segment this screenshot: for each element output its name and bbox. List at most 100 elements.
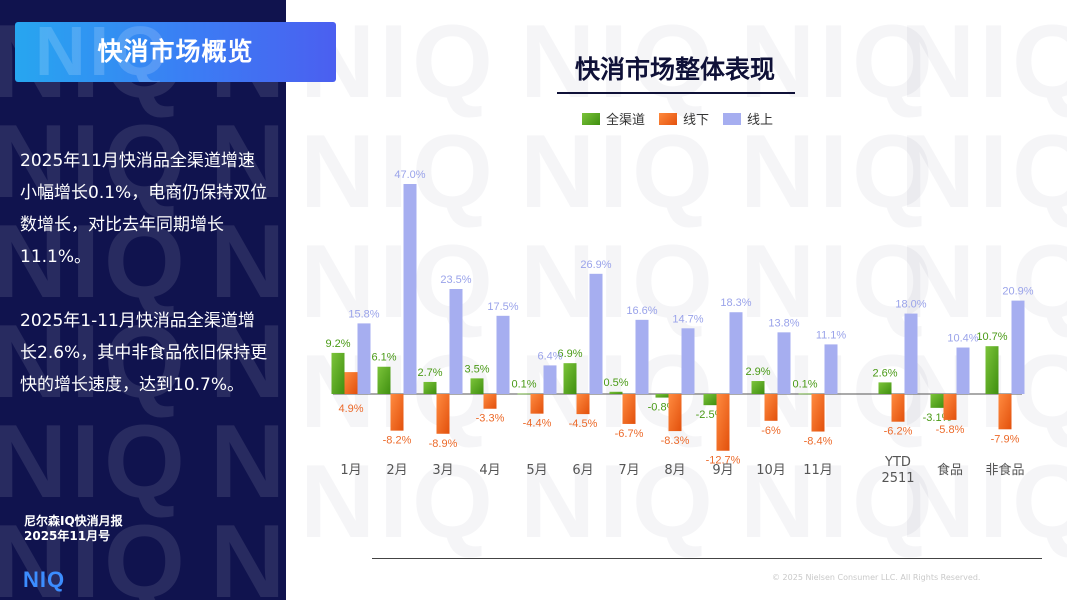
watermark: NIQ: [740, 450, 937, 554]
data-label-all-channel: 10.7%: [976, 331, 1007, 343]
bar-all-channel: [377, 366, 391, 394]
data-label-online: 13.8%: [768, 317, 799, 329]
bar-online: [449, 289, 463, 394]
watermark: NIQ: [210, 504, 286, 600]
data-label-online: 6.4%: [537, 350, 562, 362]
watermark: NIQ: [300, 120, 497, 224]
bar-all-channel: [798, 393, 812, 395]
x-tick-label: 7月: [618, 463, 639, 478]
bar-all-channel: [655, 394, 669, 398]
page-title-banner: NIQ 快消市场概览: [15, 22, 336, 82]
watermark: NIQ: [900, 10, 1067, 114]
legend-swatch: [659, 112, 678, 125]
data-label-all-channel: 0.1%: [792, 379, 817, 391]
data-label-offline: -8.2%: [383, 435, 412, 447]
data-label-offline: -8.9%: [429, 438, 458, 450]
bar-offline: [716, 394, 730, 451]
watermark: NIQ: [210, 104, 286, 220]
data-label-offline: -6%: [761, 425, 781, 437]
summary-paragraph-2: 2025年1-11月快消品全渠道增长2.6%，其中非食品依旧保持更快的增长速度，…: [20, 311, 268, 395]
data-label-online: 18.3%: [720, 297, 751, 309]
bar-offline: [344, 372, 358, 394]
watermark: NIQ: [520, 230, 717, 334]
x-tick-label: 8月: [664, 463, 685, 478]
report-label: 尼尔森IQ快消月报 2025年11月号: [24, 514, 123, 544]
bar-offline: [764, 394, 778, 421]
bar-online: [403, 184, 417, 394]
bar-all-channel: [878, 382, 892, 394]
bar-offline: [576, 394, 590, 415]
bar-all-channel: [517, 393, 531, 395]
x-tick-label: 6月: [572, 463, 593, 478]
data-label-all-channel: 0.5%: [603, 377, 628, 389]
bar-all-channel: [930, 394, 944, 408]
bar-online: [635, 319, 649, 394]
bar-online: [589, 273, 603, 394]
bar-online: [543, 365, 557, 394]
legend-swatch: [582, 112, 600, 125]
watermark: NIQ: [740, 10, 937, 114]
x-tick-label: 9月: [712, 463, 733, 478]
watermark: NIQ: [0, 204, 189, 320]
chart-title: 快消市场整体表现: [574, 55, 775, 84]
watermark: NIQ: [210, 404, 286, 520]
copyright-notice: © 2025 Nielsen Consumer LLC. All Rights …: [772, 573, 981, 582]
data-label-online: 16.6%: [626, 305, 657, 317]
x-tick-label: 10月: [756, 463, 786, 478]
bar-online: [729, 312, 743, 394]
data-label-offline: -4.4%: [523, 418, 552, 430]
legend-swatch: [723, 112, 742, 125]
bar-all-channel: [331, 352, 345, 394]
data-label-offline: -8.3%: [661, 435, 690, 447]
bar-offline: [390, 394, 404, 431]
x-tick-label: 1月: [340, 463, 361, 478]
watermark: NIQ: [210, 204, 286, 320]
report-issue: 2025年11月号: [24, 529, 111, 543]
watermark: NIQ: [900, 450, 1067, 554]
legend-item-offline: 线下: [659, 109, 709, 128]
watermark: NIQ: [900, 230, 1067, 334]
watermark: NIQ: [520, 10, 717, 114]
x-tick-label: 11月: [803, 463, 833, 478]
data-label-all-channel: 2.9%: [745, 366, 770, 378]
bar-all-channel: [703, 394, 717, 406]
data-label-all-channel: 6.1%: [371, 352, 396, 364]
niq-logo: NIQ: [23, 567, 66, 592]
bar-all-channel: [470, 378, 484, 394]
watermark: NIQ: [740, 120, 937, 224]
x-tick-label-line: YTD: [884, 455, 911, 470]
watermark: NIQ: [900, 340, 1067, 444]
watermark: NIQ: [0, 404, 189, 520]
bar-offline: [436, 394, 450, 434]
bar-online: [777, 332, 791, 394]
watermark: NIQ: [900, 120, 1067, 224]
bar-online: [496, 315, 510, 394]
watermark: NIQ: [35, 22, 172, 82]
footer-divider: [372, 558, 1042, 559]
x-tick-label-line: 2511: [881, 471, 914, 486]
watermark: NIQ: [210, 304, 286, 420]
x-tick-label: 3月: [432, 463, 453, 478]
data-label-all-channel: 0.1%: [511, 379, 536, 391]
watermark: NIQ: [0, 104, 189, 220]
bar-online: [1011, 300, 1025, 394]
data-label-online: 26.9%: [580, 259, 611, 271]
chart-legend: 全渠道 线下 线上: [582, 109, 773, 128]
data-label-offline: -5.8%: [936, 424, 965, 436]
data-label-online: 10.4%: [947, 333, 978, 345]
watermark: NIQ: [300, 450, 497, 554]
data-label-all-channel: 6.9%: [557, 348, 582, 360]
bar-online: [904, 313, 918, 394]
bar-offline: [891, 394, 905, 422]
bar-online: [681, 328, 695, 394]
bar-all-channel: [423, 381, 437, 394]
watermark: NIQ: [0, 504, 189, 600]
legend-item-all-channel: 全渠道: [582, 109, 645, 128]
x-tick-label: 食品: [937, 462, 963, 478]
bar-offline: [483, 394, 497, 409]
bar-online: [824, 344, 838, 394]
data-label-offline: -12.7%: [706, 455, 741, 467]
data-label-all-channel: 9.2%: [325, 338, 350, 350]
data-label-online: 47.0%: [394, 169, 425, 181]
data-label-offline: -4.5%: [569, 418, 598, 430]
